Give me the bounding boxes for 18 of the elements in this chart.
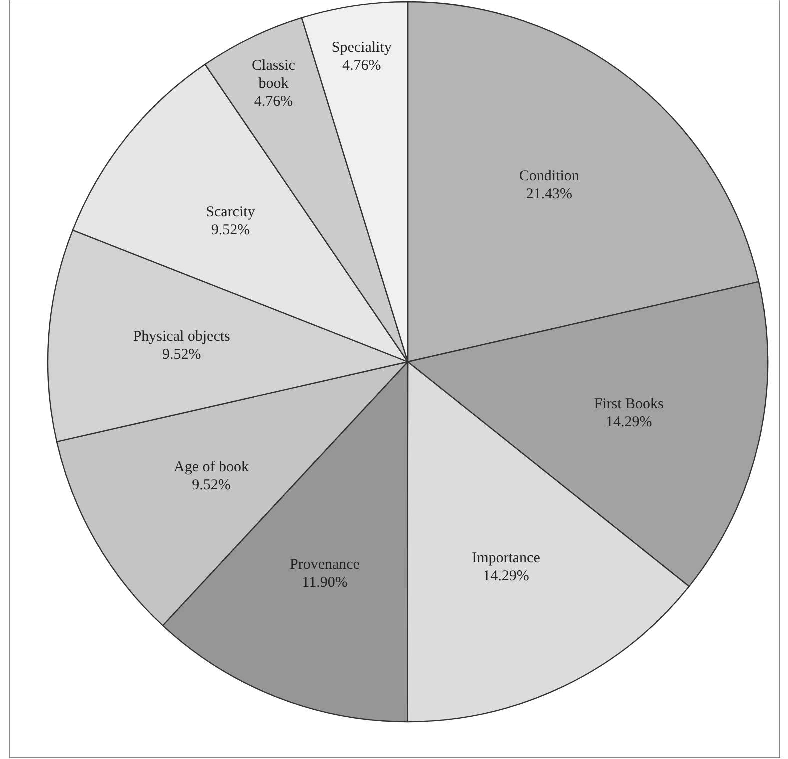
slice-label: Provenance (290, 557, 360, 574)
data-label: 14.29% (606, 414, 652, 431)
slice-label: Importance (472, 550, 541, 566)
slice-label: Condition (519, 168, 580, 185)
data-label: 11.90% (302, 575, 348, 592)
data-label: 14.29% (483, 568, 530, 584)
slice-label: Classic book (252, 58, 296, 92)
data-label: 21.43% (526, 186, 573, 203)
slice-label: Physical objects (133, 328, 231, 345)
data-label: 4.76% (254, 94, 294, 110)
data-label: 4.76% (342, 58, 382, 74)
data-label: 9.52% (211, 222, 250, 239)
data-label: 9.52% (192, 477, 231, 494)
slice-label: Scarcity (206, 204, 256, 221)
slice-label: Age of book (174, 459, 250, 476)
slice-label: First Books (594, 396, 664, 413)
data-label: 9.52% (162, 346, 202, 363)
slice-label: Speciality (332, 40, 392, 56)
